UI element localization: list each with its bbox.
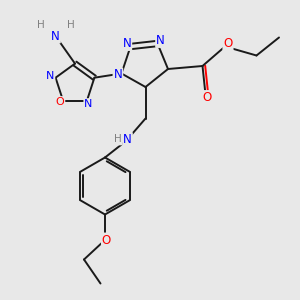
Text: N: N: [51, 29, 60, 43]
Text: H: H: [67, 20, 74, 31]
Text: N: N: [156, 34, 165, 47]
Text: O: O: [224, 37, 232, 50]
Text: N: N: [122, 37, 131, 50]
Text: O: O: [102, 233, 111, 247]
Text: N: N: [84, 99, 93, 109]
Text: N: N: [46, 71, 54, 81]
Text: N: N: [113, 68, 122, 82]
Text: H: H: [37, 20, 44, 31]
Text: O: O: [202, 91, 211, 104]
Text: O: O: [56, 97, 64, 107]
Text: H: H: [114, 134, 122, 145]
Text: N: N: [123, 133, 132, 146]
